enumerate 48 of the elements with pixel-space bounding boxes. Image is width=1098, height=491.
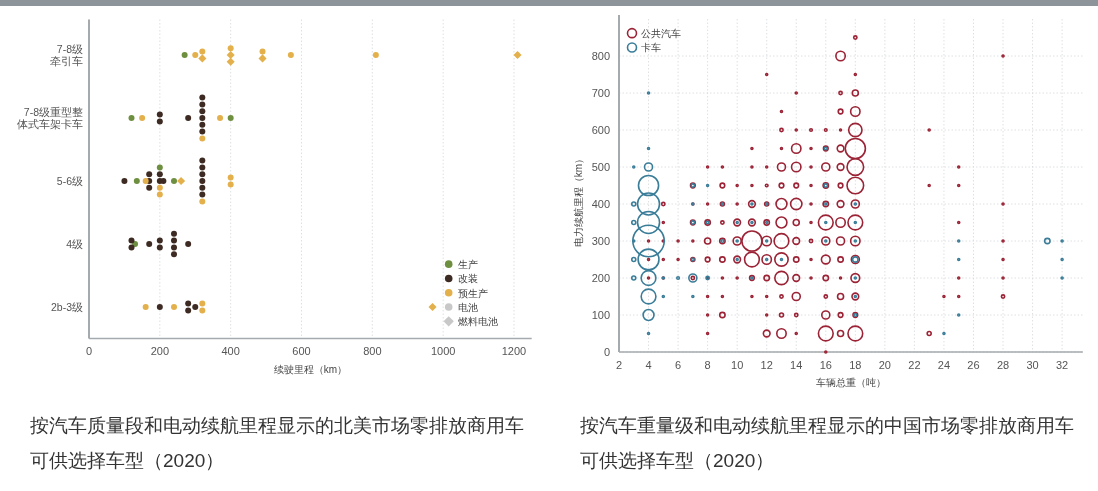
x-tick-label: 14 [790, 359, 803, 371]
legend-label: 电池 [457, 301, 478, 313]
x-tick-label: 22 [908, 359, 921, 371]
x-tick-label: 30 [1026, 359, 1039, 371]
x-tick-label: 400 [221, 344, 240, 357]
x-tick-label: 1200 [501, 344, 527, 357]
y-tick-label: 4级 [66, 238, 83, 250]
x-tick-label: 24 [937, 359, 951, 371]
x-axis-title: 续驶里程（km） [273, 363, 348, 374]
x-tick-label: 600 [292, 344, 311, 357]
x-tick-label: 28 [996, 359, 1010, 371]
y-tick-label: 5-6级 [56, 175, 83, 187]
x-tick-label: 200 [150, 344, 170, 357]
y-tick-label: 700 [591, 87, 610, 99]
legend-label: 预生产 [457, 287, 488, 299]
x-tick-label: 16 [819, 359, 832, 371]
y-tick-label: 500 [591, 161, 610, 173]
y-tick-label: 400 [591, 198, 610, 210]
legend-label: 改装 [457, 272, 478, 284]
x-tick-label: 8 [704, 359, 711, 371]
x-tick-label: 800 [363, 344, 382, 357]
y-tick-label: 600 [591, 124, 610, 136]
x-axis-title: 车辆总重（吨） [815, 376, 886, 388]
x-tick-label: 2 [615, 359, 623, 371]
x-tick-label: 18 [849, 359, 862, 371]
y-tick-label: 7-8级重型整体式车架卡车 [17, 105, 83, 131]
legend-label: 生产 [457, 258, 478, 270]
text: 燃料电池 [457, 315, 498, 327]
x-tick-label: 10 [731, 359, 744, 371]
x-tick-label: 6 [675, 359, 682, 371]
x-tick-label: 4 [645, 359, 652, 371]
x-tick-label: 20 [878, 359, 891, 371]
text: 按汽车质量段和电动续航里程显示的北美市场零排放商用车可供选择车型（2020） [30, 414, 525, 473]
x-tick-label: 1000 [430, 344, 456, 357]
legend-label: 公共汽车 [641, 27, 681, 39]
y-tick-label: 800 [591, 50, 610, 62]
text: 按汽车重量级和电动续航里程显示的中国市场零排放商用车可供选择车型（2020） [580, 414, 1075, 473]
x-tick-label: 0 [85, 344, 93, 357]
x-tick-label: 32 [1056, 359, 1069, 371]
y-tick-label: 300 [591, 235, 610, 247]
x-tick-label: 26 [967, 359, 980, 371]
y-tick-label: 7-8级牵引车 [50, 42, 83, 68]
legend-label: 卡车 [641, 41, 661, 53]
y-tick-label: 200 [591, 272, 610, 284]
y-tick-label: 100 [591, 309, 610, 321]
x-tick-label: 12 [760, 359, 773, 371]
y-axis-title: 电力续航里程（km） [572, 153, 584, 248]
y-tick-label: 2b-3级 [50, 301, 83, 313]
